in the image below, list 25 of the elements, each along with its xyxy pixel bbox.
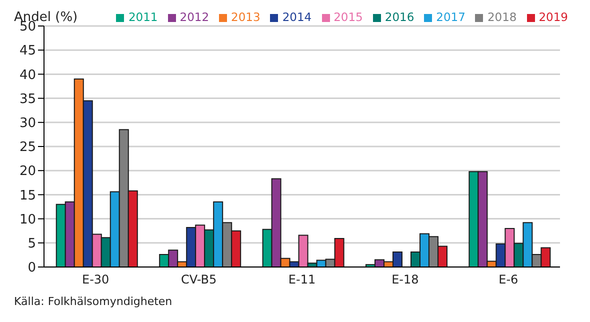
y-tick-label: 45 (19, 44, 36, 59)
y-tick-label: 15 (19, 188, 36, 204)
legend-label: 2018 (487, 10, 517, 24)
legend-label: 2016 (384, 10, 414, 24)
legend-label: 2012 (180, 10, 210, 24)
y-tick-label: 0 (28, 260, 36, 276)
y-tick-label: 35 (19, 92, 36, 107)
y-tick-label: 40 (19, 68, 36, 83)
text: Källa: Folkhälsomyndigheten (14, 295, 172, 308)
y-tick-label: 25 (19, 140, 36, 156)
legend-label: 2013 (231, 10, 260, 24)
legend-label: 2017 (436, 10, 466, 24)
x-tick-label: E-6 (498, 272, 518, 287)
y-tick-label: 20 (19, 164, 36, 180)
x-tick-label: E-11 (288, 272, 316, 287)
legend-label: 2015 (334, 10, 363, 24)
y-tick-label: 30 (19, 116, 36, 132)
legend-label: 2019 (538, 10, 568, 24)
legend-label: 2011 (128, 10, 158, 24)
y-tick-label: 10 (19, 212, 36, 228)
x-tick-label: E-18 (392, 272, 419, 287)
y-tick-label: 5 (28, 236, 36, 252)
x-tick-label: CV-B5 (180, 272, 217, 287)
x-tick-label: E-30 (82, 272, 110, 287)
legend-label: 2014 (282, 10, 312, 24)
